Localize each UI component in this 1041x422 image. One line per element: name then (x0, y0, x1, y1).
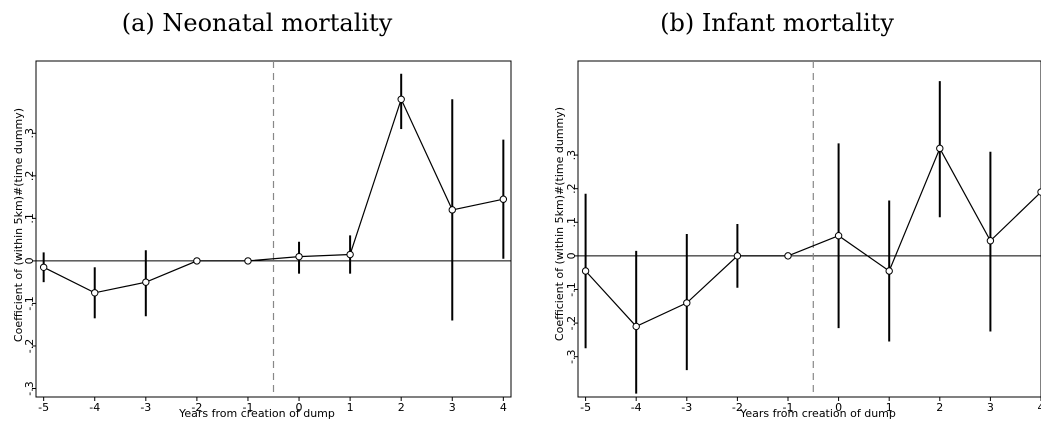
panel-a-x-tick-label: 0 (296, 401, 303, 414)
panel-a-data-point (397, 95, 405, 103)
panel-b-data-point (986, 237, 995, 245)
panel-b-x-axis-label: Years from creation of dump (739, 407, 896, 420)
panel-a-x-tick-label: -1 (242, 401, 253, 414)
panel-a-y-tick-label: -.3 (23, 381, 36, 395)
panel-b-y-tick-label: -.3 (565, 349, 578, 363)
panel-b-x-tick-label: 2 (936, 401, 943, 414)
panel-a-data-point (91, 289, 99, 297)
panel-a-y-tick-label: -.2 (23, 339, 36, 353)
panel-a-data-point (346, 250, 354, 259)
panel-neonatal-mortality: (a) Neonatal mortality Coefficient of (w… (12, 9, 512, 420)
panel-a-x-tick-label: 3 (449, 401, 456, 414)
panel-b-x-tick-label: 3 (987, 401, 994, 414)
panel-infant-mortality: (b) Infant mortality Coefficient of (wit… (553, 9, 1041, 420)
panel-b-data-point (936, 144, 944, 153)
panel-a-y-tick-label: 0 (23, 257, 36, 264)
panel-a-data-point (244, 257, 252, 265)
panel-b-data-point (1037, 188, 1041, 196)
panel-a-data-point (39, 263, 48, 271)
panel-b-data-point (834, 232, 843, 240)
panel-b-data-point (733, 252, 742, 260)
panel-b-x-tick-label: -5 (580, 401, 591, 414)
panel-b-x-tick-label: 0 (835, 401, 842, 414)
panel-b-y-tick-label: .3 (565, 150, 578, 161)
panel-b-y-tick-label: -.2 (565, 316, 578, 330)
panel-a-data-point (193, 257, 201, 265)
panel-b-series-line (585, 147, 1041, 328)
panel-b-x-tick-label: 4 (1038, 401, 1041, 414)
panel-b-x-tick-label: -1 (783, 401, 794, 414)
panel-a-data-point (295, 252, 303, 261)
panel-a-x-tick-label: -5 (38, 401, 49, 414)
panel-a-x-tick-label: -2 (191, 401, 202, 414)
panel-b-x-tick-label: -2 (732, 401, 743, 414)
panel-b-y-tick-label: .1 (565, 217, 578, 228)
panel-a-data-point (448, 206, 456, 214)
panel-b-data-point (632, 322, 640, 331)
panel-b-data-point (581, 267, 590, 275)
panel-a-x-tick-label: 4 (500, 401, 507, 414)
panel-b-data-point (885, 267, 893, 275)
panel-a-y-tick-label: .1 (23, 213, 36, 224)
panel-b-y-tick-label: .2 (565, 183, 578, 194)
panel-a-x-tick-label: -3 (140, 401, 151, 414)
panel-a-y-tick-label: .3 (23, 128, 36, 139)
panel-a-x-tick-label: 1 (347, 401, 354, 414)
panel-b-data-point (784, 252, 792, 260)
panel-b-x-tick-label: 1 (886, 401, 893, 414)
panel-b-plot-frame (577, 60, 1041, 398)
panel-b-title: (b) Infant mortality (660, 9, 894, 37)
panel-b-x-tick-label: -4 (631, 401, 642, 414)
panel-a-x-tick-label: 2 (398, 401, 405, 414)
panel-a-data-point (142, 278, 150, 286)
panel-b-y-tick-label: -.1 (565, 282, 578, 296)
panel-a-data-point (499, 195, 508, 203)
panel-b-y-tick-label: 0 (565, 252, 578, 259)
panel-a-x-axis-label: Years from creation of dump (178, 407, 335, 420)
panel-a-x-tick-label: -4 (89, 401, 100, 414)
panel-a-series-line (43, 97, 504, 294)
panel-a-y-tick-label: -.1 (23, 296, 36, 310)
panel-b-data-point (683, 299, 691, 307)
panel-b-x-tick-label: -3 (681, 401, 692, 414)
panel-a-y-axis-label: Coefficient of (within 5km)#(time dummy) (12, 108, 25, 342)
panel-a-y-tick-label: .2 (23, 171, 36, 182)
panel-a-title: (a) Neonatal mortality (122, 9, 393, 37)
panel-b-y-axis-label: Coefficient of (within 5km)#(time dummy) (553, 107, 566, 341)
